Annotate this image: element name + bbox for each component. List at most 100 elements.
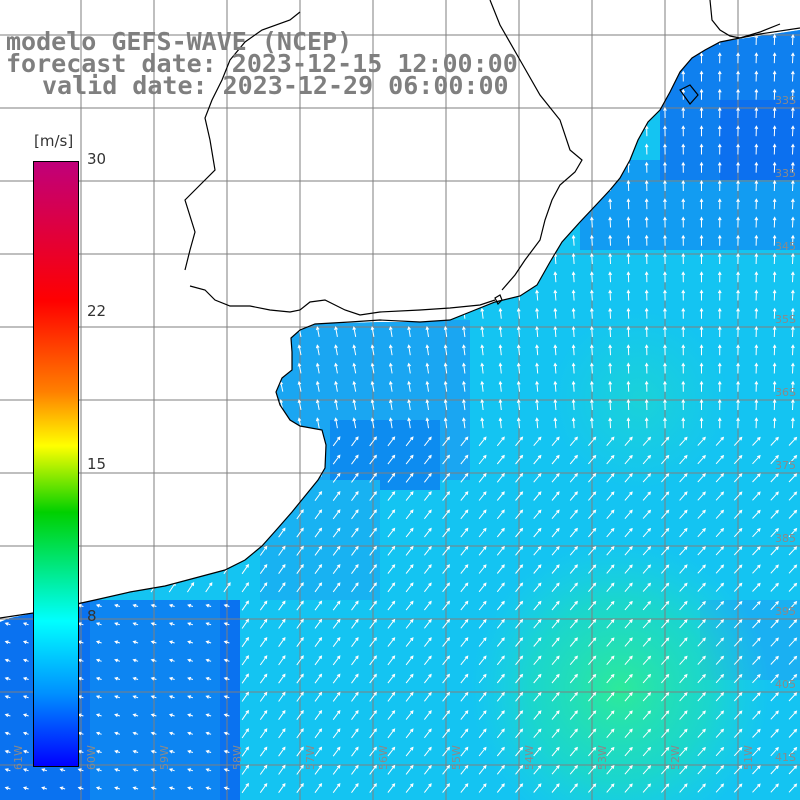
wind-arrow (314, 636, 323, 647)
wind-arrow (150, 786, 157, 791)
wind-arrow (314, 600, 323, 611)
wind-arrow (278, 563, 286, 574)
wind-arrow (624, 655, 633, 666)
wind-arrow (624, 545, 633, 556)
wind-arrow (589, 325, 594, 338)
wind-arrow (608, 325, 613, 338)
wind-arrow (132, 768, 139, 772)
wind-arrow (515, 491, 524, 501)
wind-arrow (351, 563, 359, 574)
wind-arrow (535, 398, 539, 411)
wind-arrow (644, 398, 649, 411)
wind-arrow (699, 70, 704, 82)
wind-arrow (369, 746, 377, 757)
wind-arrow (515, 472, 524, 483)
wind-arrow (205, 713, 212, 718)
wind-arrow (259, 728, 268, 739)
wind-arrow (770, 673, 779, 684)
wind-arrow (569, 472, 578, 483)
wind-arrow (442, 509, 451, 520)
wind-arrow (460, 582, 469, 593)
wind-arrow (387, 527, 396, 538)
wind-arrow (405, 618, 414, 629)
wind-arrow (315, 362, 320, 374)
wind-arrow (569, 618, 578, 629)
wind-arrow (736, 289, 740, 301)
wind-arrow (168, 676, 175, 681)
wind-arrow (772, 143, 777, 155)
wind-arrow (478, 491, 487, 501)
wind-arrow (770, 655, 779, 665)
wind-arrow (770, 692, 779, 702)
wind-arrow (296, 636, 304, 647)
wind-arrow (736, 70, 740, 82)
lat-label: 41S (775, 751, 796, 764)
wind-arrow (733, 637, 743, 647)
wind-arrow (681, 252, 686, 265)
wind-arrow (259, 655, 268, 666)
wind-arrow (496, 783, 505, 793)
wind-arrow (443, 362, 448, 374)
wind-arrow (681, 271, 686, 283)
wind-arrow (699, 125, 704, 137)
wind-arrow (788, 546, 798, 556)
wind-arrow (405, 454, 414, 465)
wind-arrow (533, 637, 542, 647)
wind-arrow (569, 783, 578, 793)
wind-arrow (663, 398, 667, 411)
wind-arrow (551, 618, 560, 629)
wind-arrow (478, 600, 487, 611)
wind-arrow (205, 582, 213, 593)
wind-arrow (114, 731, 121, 736)
wind-arrow (369, 472, 377, 483)
wind-arrow (496, 582, 505, 593)
wind-arrow (187, 713, 194, 718)
wind-arrow (681, 198, 686, 210)
wind-arrow (369, 545, 377, 556)
wind-arrow (624, 746, 633, 757)
wind-arrow (772, 271, 777, 283)
wind-arrow (717, 380, 722, 392)
wind-arrow (405, 710, 414, 720)
wind-arrow (699, 143, 704, 155)
wind-arrow (132, 749, 139, 754)
wind-arrow (569, 564, 578, 574)
wind-arrow (553, 417, 558, 429)
wind-arrow (679, 564, 688, 574)
wind-arrow (697, 454, 706, 465)
wind-arrow (608, 216, 613, 228)
wind-arrow (661, 473, 670, 483)
wind-arrow (788, 746, 798, 757)
wind-arrow (663, 179, 667, 192)
wind-arrow (679, 546, 688, 556)
wind-arrow (370, 417, 375, 429)
wind-arrow (405, 545, 414, 556)
wind-arrow (697, 564, 706, 574)
wind-arrow (315, 399, 320, 410)
wind-arrow (606, 472, 615, 483)
wind-arrow (462, 417, 466, 429)
wind-arrow (22, 786, 29, 791)
wind-arrow (460, 746, 469, 757)
wind-arrow (715, 564, 725, 574)
wind-arrow (259, 582, 268, 593)
wind-arrow (606, 454, 615, 465)
wind-arrow (462, 344, 466, 356)
wind-arrow (679, 436, 688, 446)
longitude-labels: 61W 60W 59W 58W 57W 56W 55W 54W 53W 52W … (12, 745, 755, 770)
wind-arrow (516, 362, 521, 374)
wind-arrow (132, 676, 139, 681)
wind-arrow (736, 271, 740, 283)
wind-arrow (351, 527, 359, 538)
wind-arrow (736, 52, 740, 64)
wind-arrow (624, 491, 633, 501)
wind-arrow (679, 783, 688, 793)
wind-arrow (752, 509, 761, 519)
wind-arrow (478, 728, 487, 739)
wind-arrow (608, 234, 613, 246)
wind-arrow (4, 731, 11, 736)
wind-arrow (699, 216, 704, 228)
wind-arrow (405, 527, 414, 538)
wind-arrow (314, 582, 323, 593)
